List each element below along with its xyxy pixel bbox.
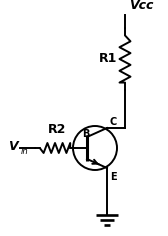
Text: C: C bbox=[109, 117, 116, 127]
Text: B: B bbox=[82, 129, 90, 139]
Text: R2: R2 bbox=[48, 123, 66, 136]
Text: in: in bbox=[21, 147, 29, 156]
Text: V: V bbox=[8, 140, 18, 153]
Text: R1: R1 bbox=[99, 52, 117, 66]
Text: E: E bbox=[110, 172, 117, 182]
Text: Vcc: Vcc bbox=[129, 0, 153, 12]
